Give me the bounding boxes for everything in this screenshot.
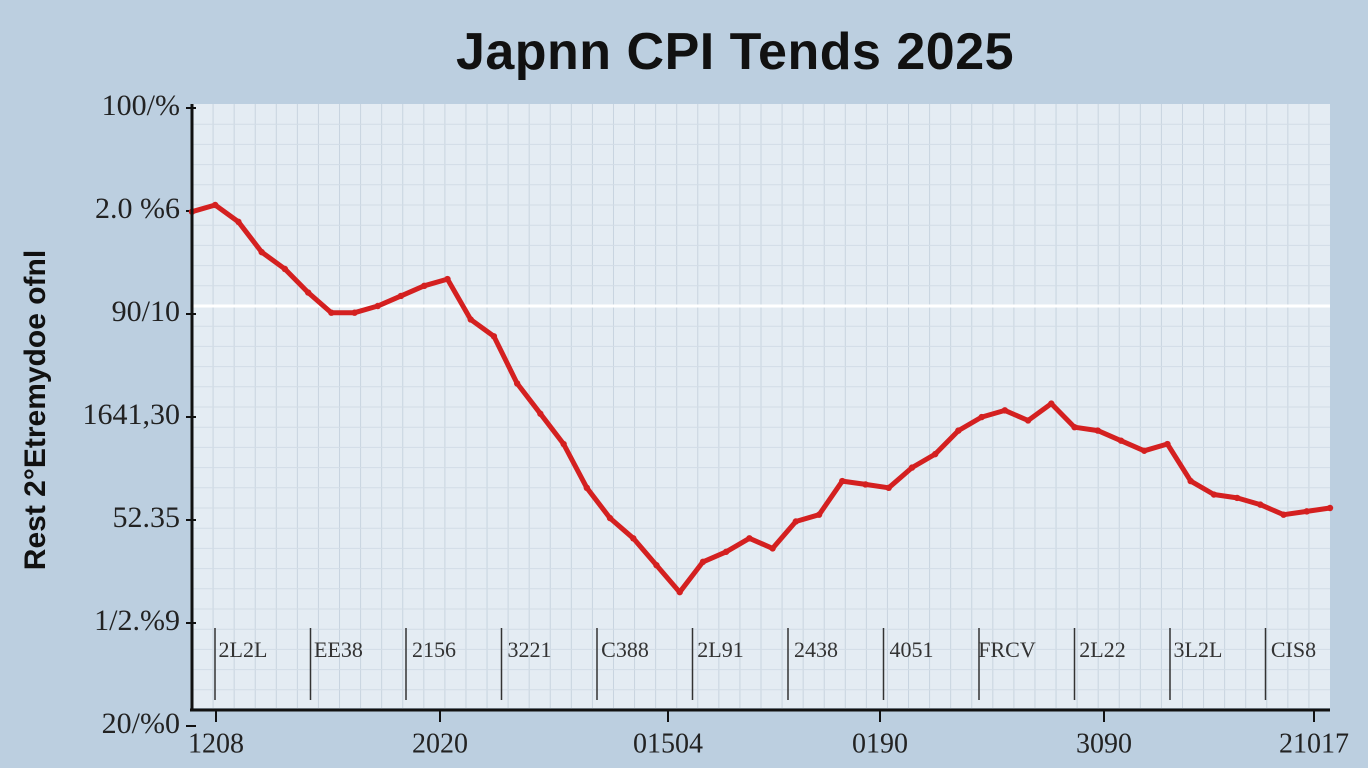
data-point bbox=[397, 292, 405, 300]
data-point bbox=[1280, 511, 1287, 518]
data-point bbox=[815, 511, 823, 518]
x-tick-label: 1208 bbox=[188, 728, 244, 759]
chart-title: Japnn CPI Tends 2025 bbox=[455, 23, 1015, 81]
data-point bbox=[513, 380, 521, 387]
data-point bbox=[560, 440, 567, 448]
data-point bbox=[1117, 437, 1125, 444]
data-point bbox=[328, 309, 335, 316]
x-tick-label: 2020 bbox=[412, 728, 468, 759]
data-point bbox=[374, 302, 381, 310]
data-point bbox=[722, 548, 730, 555]
y-tick-label: 1/2.%9 bbox=[94, 604, 180, 637]
data-point bbox=[281, 265, 289, 273]
data-point bbox=[676, 588, 683, 596]
data-point bbox=[304, 289, 312, 296]
data-point bbox=[699, 558, 707, 566]
data-point bbox=[862, 481, 869, 488]
data-point bbox=[1001, 407, 1009, 414]
data-point bbox=[1024, 417, 1032, 424]
data-point bbox=[769, 545, 776, 552]
inner-label: 2156 bbox=[412, 637, 456, 662]
inner-label: 2L91 bbox=[697, 637, 743, 662]
data-point bbox=[421, 282, 428, 289]
inner-label: C388 bbox=[601, 637, 649, 662]
data-point bbox=[792, 518, 800, 525]
y-tick-label: 90/10 bbox=[112, 295, 180, 328]
x-axis-ticks: 1208 2020 01504 0190 3090 21017 bbox=[188, 710, 1349, 759]
data-point bbox=[235, 218, 242, 226]
data-point bbox=[1187, 477, 1194, 485]
data-point bbox=[258, 248, 265, 256]
data-point bbox=[630, 535, 637, 542]
y-tick-label: 20/%0 bbox=[102, 707, 180, 740]
y-axis-ticks: 100/% 2.0 %6 90/10 1641,30 52.35 1/2.%9 20/%0 bbox=[83, 89, 196, 740]
data-point bbox=[885, 484, 892, 491]
data-point bbox=[490, 333, 498, 340]
x-tick-label: 01504 bbox=[633, 728, 703, 759]
data-point bbox=[467, 316, 474, 323]
inner-label: 2438 bbox=[794, 637, 838, 662]
x-tick-label: 0190 bbox=[852, 728, 908, 759]
data-point bbox=[1233, 494, 1241, 502]
data-point bbox=[955, 427, 962, 434]
data-point bbox=[1210, 491, 1218, 498]
y-tick-label: 1641,30 bbox=[83, 398, 181, 431]
data-point bbox=[653, 562, 660, 569]
y-tick-label: 52.35 bbox=[113, 501, 181, 534]
data-point bbox=[746, 535, 753, 542]
series-group bbox=[188, 201, 1334, 596]
data-point bbox=[1257, 501, 1264, 508]
data-point bbox=[1094, 427, 1101, 434]
series-line bbox=[189, 202, 1333, 595]
data-point bbox=[931, 450, 939, 458]
data-point bbox=[1303, 508, 1310, 515]
x-tick-label: 21017 bbox=[1279, 728, 1349, 759]
data-point bbox=[444, 275, 451, 283]
data-point bbox=[908, 464, 916, 471]
inner-label: 2L22 bbox=[1079, 637, 1125, 662]
data-point bbox=[978, 413, 985, 421]
data-point bbox=[212, 201, 219, 209]
data-point bbox=[839, 477, 846, 485]
inner-label: CIS8 bbox=[1271, 637, 1316, 662]
inner-label: 3L2L bbox=[1174, 637, 1223, 662]
inner-labels: 2L2L EE38 2156 3221 C388 2L91 2438 4051 FRCV 2L22… bbox=[214, 628, 1316, 700]
data-point bbox=[583, 484, 591, 491]
data-point bbox=[351, 309, 358, 316]
data-point bbox=[1048, 400, 1055, 407]
data-point bbox=[1071, 424, 1078, 431]
inner-label: FRCV bbox=[978, 637, 1036, 662]
inner-label: 4051 bbox=[890, 637, 934, 662]
inner-label: 2L2L bbox=[219, 637, 268, 662]
data-point bbox=[606, 514, 614, 522]
grid-lines bbox=[192, 104, 1330, 710]
data-point bbox=[537, 410, 544, 417]
y-tick-label: 100/% bbox=[102, 89, 180, 122]
inner-label: EE38 bbox=[314, 637, 363, 662]
x-tick-label: 3090 bbox=[1076, 728, 1132, 759]
y-tick-label: 2.0 %6 bbox=[95, 192, 180, 225]
inner-label: 3221 bbox=[508, 637, 552, 662]
data-point bbox=[1141, 447, 1148, 454]
data-point bbox=[1164, 440, 1171, 448]
data-point bbox=[1326, 504, 1334, 512]
